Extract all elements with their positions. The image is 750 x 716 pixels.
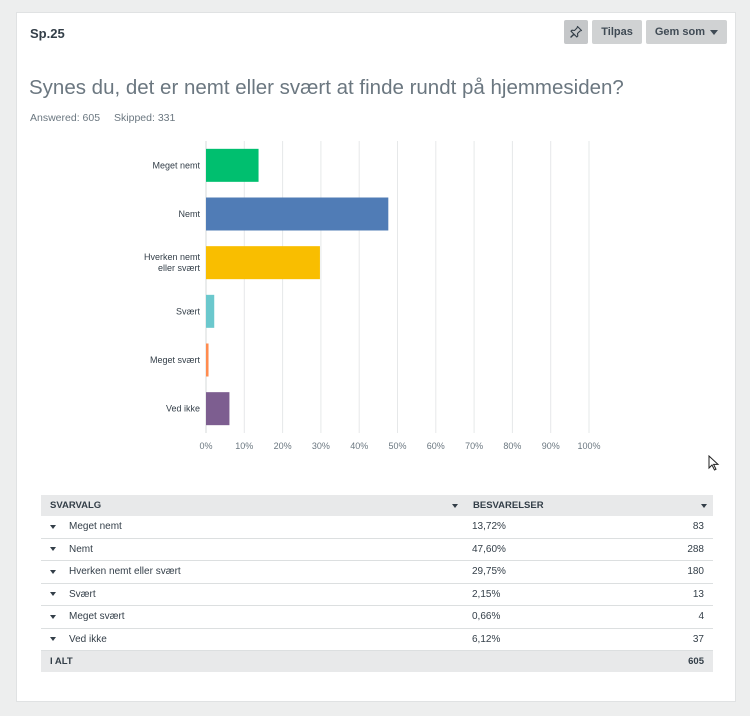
column-header-responses[interactable]: BESVARELSER: [464, 500, 713, 511]
bar: [206, 294, 215, 328]
choice-label: Hverken nemt eller svært: [69, 566, 181, 578]
toolbar: Tilpas Gem som: [564, 20, 727, 44]
question-card: Sp.25 Tilpas Gem som Synes du, det er ne…: [16, 12, 736, 702]
table-header: SVARVALG BESVARELSER: [41, 495, 713, 516]
save-as-label: Gem som: [654, 26, 705, 38]
question-number: Sp.25: [30, 26, 65, 41]
category-label: Meget svært: [150, 355, 201, 365]
x-tick-label: 100%: [577, 441, 600, 451]
count-cell: 288: [687, 543, 704, 555]
percent-cell: 29,75%: [472, 566, 506, 578]
results-table: SVARVALG BESVARELSER Meget nemt 13,72% 83 N…: [41, 495, 713, 672]
expand-caret-icon[interactable]: [50, 614, 56, 619]
count-cell: 13: [692, 588, 704, 600]
table-row: Ved ikke 6,12% 37: [41, 629, 713, 651]
choice-cell[interactable]: Ved ikke: [41, 634, 472, 645]
x-tick-label: 10%: [235, 441, 253, 451]
pin-button[interactable]: [564, 20, 589, 44]
x-tick-label: 60%: [427, 441, 445, 451]
response-stats: Answered: 605 Skipped: 331: [30, 112, 175, 124]
choice-cell[interactable]: Svært: [41, 589, 472, 600]
x-tick-label: 80%: [503, 441, 521, 451]
customize-button[interactable]: Tilpas: [592, 20, 642, 44]
sort-caret-icon: [452, 504, 458, 508]
percent-cell: 6,12%: [472, 633, 501, 645]
x-tick-label: 70%: [465, 441, 483, 451]
category-label: Hverken nemt eller svært: [144, 252, 201, 273]
category-label-line: Ved ikke: [166, 404, 200, 414]
category-label-line: Meget nemt: [152, 160, 200, 170]
x-tick-label: 20%: [274, 441, 292, 451]
choice-cell[interactable]: Meget nemt: [41, 521, 472, 532]
choice-label: Nemt: [69, 543, 93, 555]
skipped-count: Skipped: 331: [114, 112, 176, 124]
expand-caret-icon[interactable]: [50, 592, 56, 597]
save-as-button[interactable]: Gem som: [645, 20, 727, 44]
category-label-line: Meget svært: [150, 355, 201, 365]
x-tick-label: 0%: [199, 441, 212, 451]
column-header-choice-label: SVARVALG: [50, 500, 102, 511]
category-label: Nemt: [178, 209, 200, 219]
table-row: Meget svært 0,66% 4: [41, 606, 713, 629]
table-row: Svært 2,15% 13: [41, 584, 713, 606]
answered-count: Answered: 605: [30, 112, 101, 124]
total-count: 605: [688, 656, 704, 667]
sort-caret-icon: [701, 504, 707, 508]
table-row: Hverken nemt eller svært 29,75% 180: [41, 561, 713, 584]
caret-down-icon: [710, 29, 718, 35]
column-header-responses-label: BESVARELSER: [473, 500, 544, 511]
choice-label: Svært: [69, 588, 96, 600]
choice-cell[interactable]: Hverken nemt eller svært: [41, 566, 472, 577]
bar: [206, 246, 320, 280]
choice-cell[interactable]: Meget svært: [41, 611, 472, 622]
category-label-line: Svært: [176, 306, 201, 316]
category-label: Meget nemt: [152, 160, 200, 170]
bar: [206, 343, 209, 377]
count-cell: 180: [687, 566, 704, 578]
expand-caret-icon[interactable]: [50, 637, 56, 642]
count-cell: 37: [692, 633, 704, 645]
table-row: Meget nemt 13,72% 83: [41, 516, 713, 539]
percent-cell: 2,15%: [472, 588, 501, 600]
bar: [206, 148, 259, 182]
x-tick-label: 40%: [350, 441, 368, 451]
category-label-line: Nemt: [178, 209, 200, 219]
choice-cell[interactable]: Nemt: [41, 544, 472, 555]
question-title: Synes du, det er nemt eller svært at fin…: [29, 76, 624, 99]
x-tick-label: 90%: [542, 441, 560, 451]
percent-cell: 47,60%: [472, 543, 506, 555]
x-tick-label: 30%: [312, 441, 330, 451]
total-row: I ALT 605: [41, 651, 713, 672]
choice-label: Ved ikke: [69, 633, 107, 645]
column-header-choice[interactable]: SVARVALG: [41, 500, 464, 511]
bar-chart: Meget nemt Nemt Hverken nemt eller svært Svæ…: [144, 141, 601, 451]
bar: [206, 392, 230, 426]
count-cell: 4: [698, 611, 704, 623]
table-row: Nemt 47,60% 288: [41, 539, 713, 561]
percent-cell: 13,72%: [472, 521, 506, 533]
expand-caret-icon[interactable]: [50, 569, 56, 574]
category-label: Svært: [176, 306, 201, 316]
pin-icon: [570, 25, 583, 38]
choice-label: Meget svært: [69, 611, 125, 623]
choice-label: Meget nemt: [69, 521, 122, 533]
expand-caret-icon[interactable]: [50, 524, 56, 529]
x-tick-label: 50%: [388, 441, 406, 451]
expand-caret-icon[interactable]: [50, 547, 56, 552]
count-cell: 83: [692, 521, 704, 533]
percent-cell: 0,66%: [472, 611, 501, 623]
bar: [206, 197, 389, 231]
category-label-line: eller svært: [158, 263, 201, 273]
category-label-line: Hverken nemt: [144, 252, 201, 262]
total-label: I ALT: [50, 656, 73, 667]
customize-label: Tilpas: [601, 26, 633, 38]
mouse-cursor-icon: [708, 455, 720, 471]
category-label: Ved ikke: [166, 404, 200, 414]
